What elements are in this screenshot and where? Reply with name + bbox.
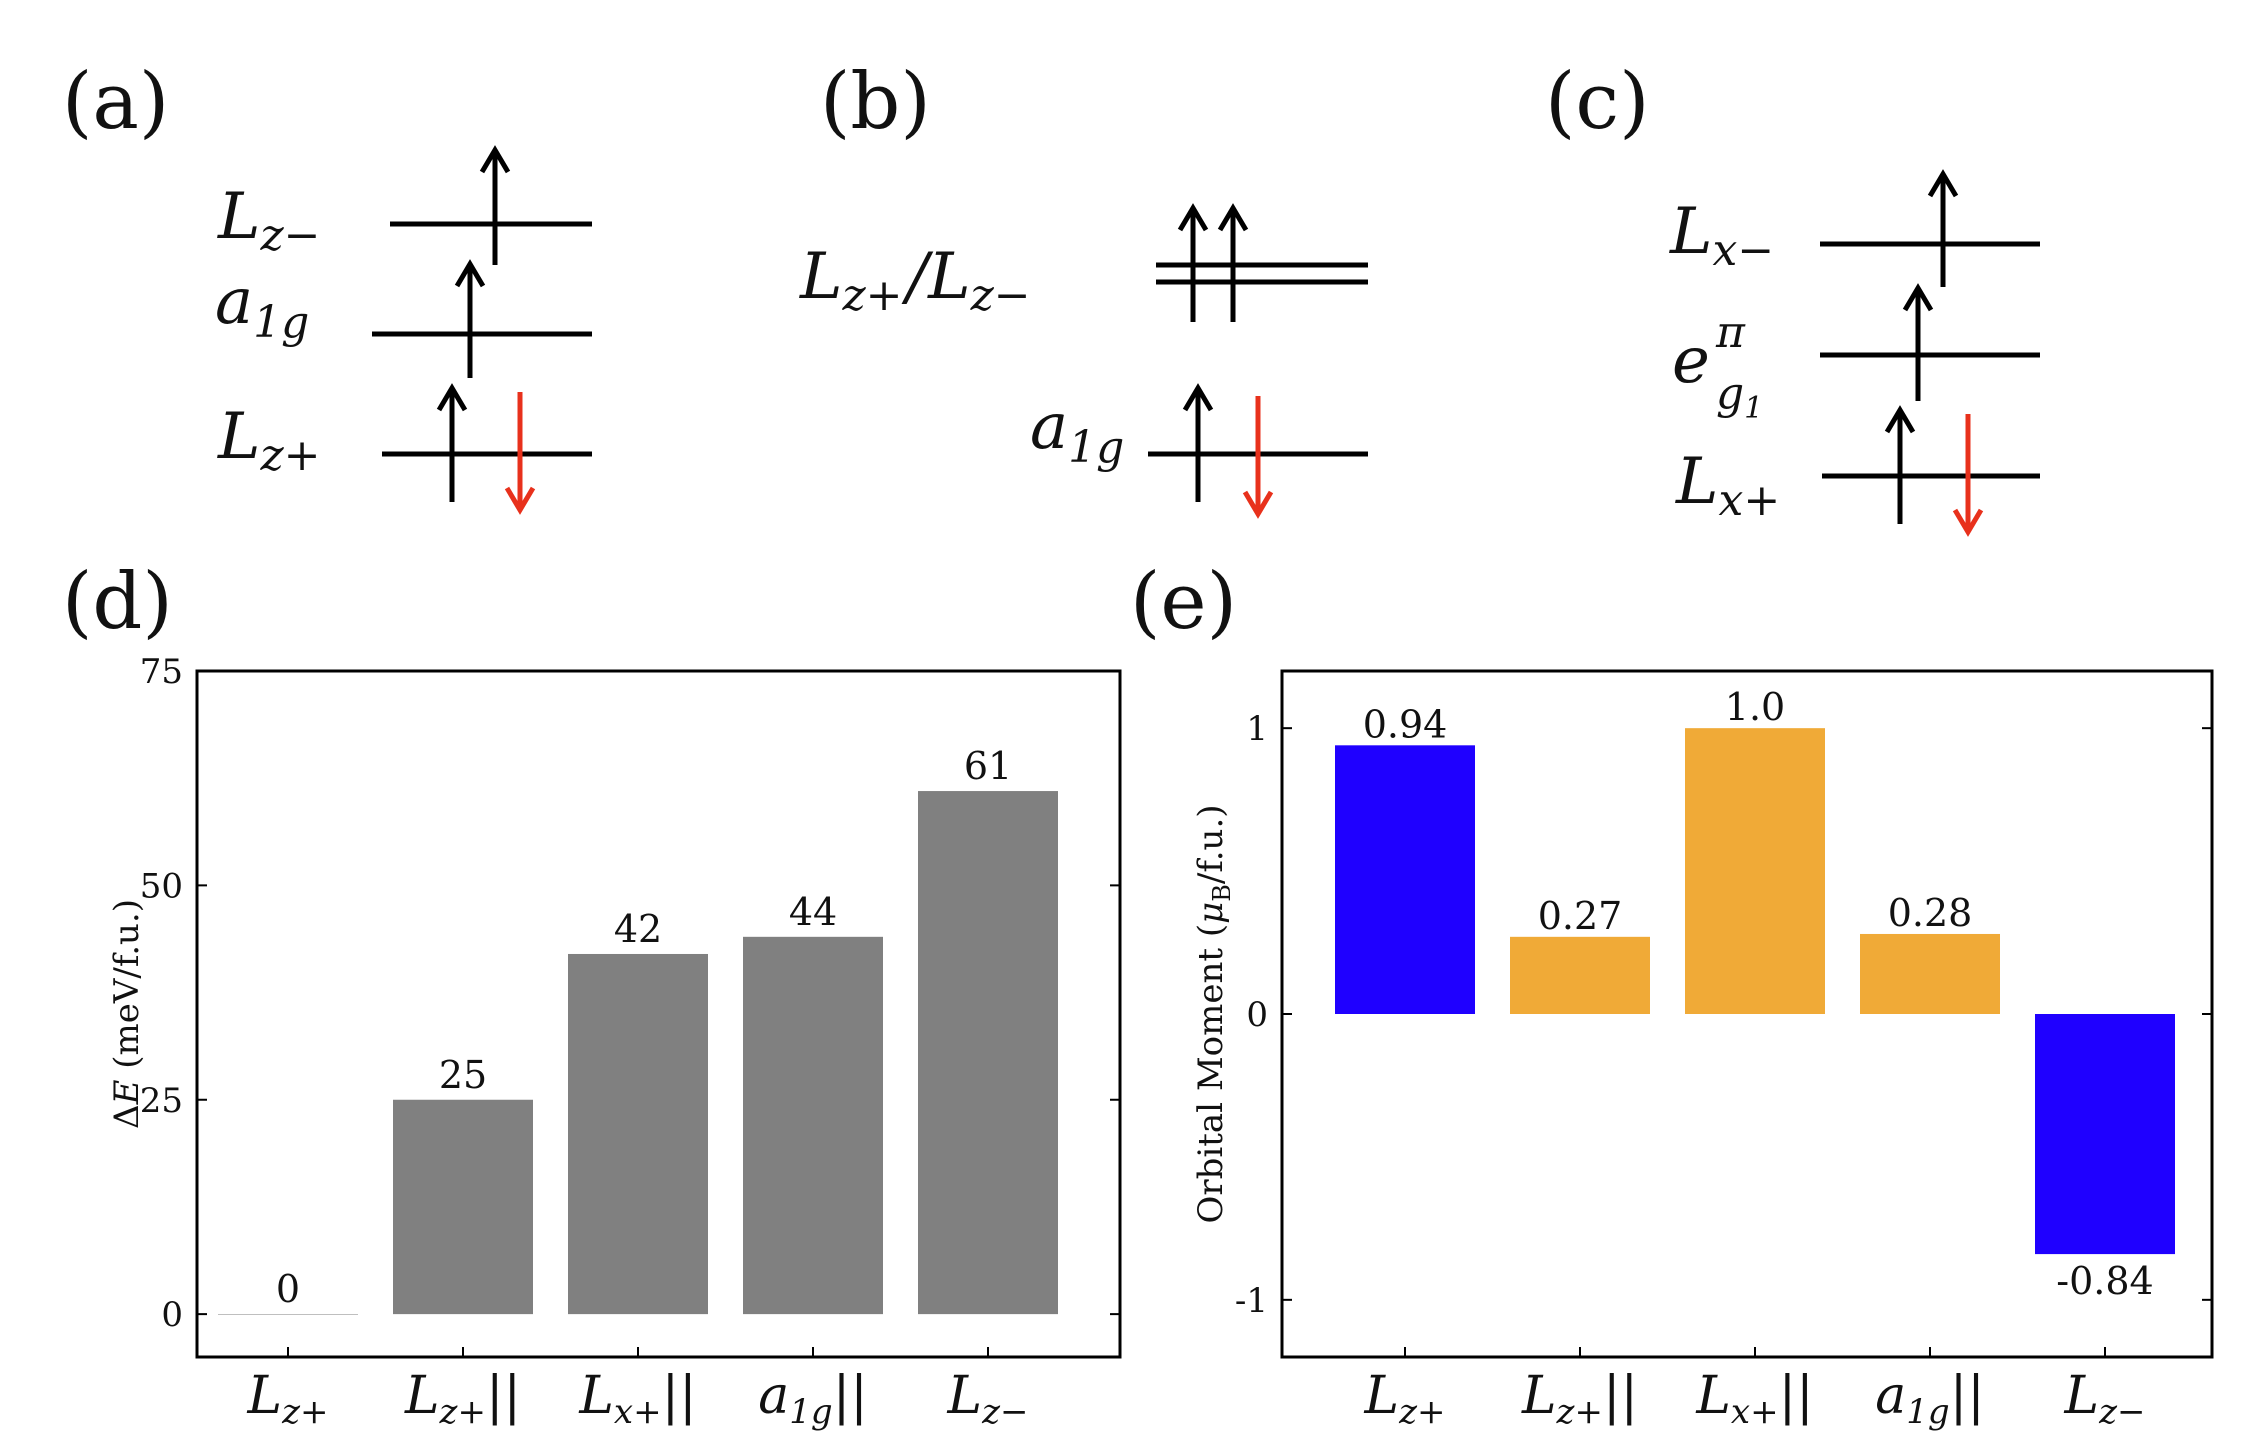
arrow-head-icon (1902, 283, 1934, 312)
y-axis: -1 0 1 (1235, 709, 2212, 1321)
x-axis: Lz+ Lz+|| Lx+|| a1g|| Lz− (1364, 1347, 2146, 1432)
bar (1860, 933, 2000, 1014)
bar-value-label: 44 (789, 890, 837, 934)
x-tick-label: a1g|| (758, 1366, 867, 1432)
x-tick-label: Lz− (2064, 1366, 2146, 1432)
bar-value-label: 0 (276, 1267, 300, 1311)
bar-value-label: 0.94 (1363, 702, 1448, 746)
y-tick-label: 50 (140, 866, 183, 906)
arrow-head-icon (1884, 405, 1916, 434)
x-axis: Lz+ Lz+|| Lx+|| a1g|| Lz− (247, 1347, 1029, 1432)
arrow-head-icon (454, 259, 486, 288)
level-label: a1g (1030, 390, 1124, 473)
arrow-head-icon (1217, 203, 1249, 232)
arrow-head-icon (1182, 383, 1214, 412)
level-diagram-c: Lx− e π g1 Lx+ (1669, 169, 2040, 537)
level-label: Lz+ (217, 400, 321, 481)
panel-label-e: (e) (1130, 557, 1237, 647)
y-tick-label: 25 (140, 1081, 183, 1121)
level-sub: g1 (1716, 368, 1763, 426)
arrow-head-icon (1952, 508, 1984, 537)
bar-value-labels: 0 25 42 44 61 (276, 744, 1012, 1311)
bar-value-label: 1.0 (1725, 685, 1785, 729)
bar-value-labels: 0.94 0.27 1.0 0.28 -0.84 (1363, 685, 2154, 1303)
y-tick-label: -1 (1235, 1281, 1268, 1321)
x-tick-label: Lz+ (247, 1366, 329, 1432)
y-tick-label: 0 (161, 1295, 183, 1335)
y-axis-label: Orbital Moment (μB/f.u.) (1191, 804, 1236, 1223)
bar-value-label: 42 (614, 907, 662, 951)
arrow-head-icon (1177, 203, 1209, 232)
arrow-head-icon (479, 145, 511, 174)
panel-label-a: (a) (62, 57, 169, 147)
bar (918, 791, 1058, 1315)
panel-label-d: (d) (62, 557, 173, 647)
x-tick-label: Lz− (947, 1366, 1029, 1432)
level-diagram-a: Lz− a1g Lz+ (215, 145, 592, 515)
x-tick-label: a1g|| (1875, 1366, 1984, 1432)
x-tick-label: Lx+|| (1695, 1366, 1813, 1432)
bar (218, 1314, 358, 1315)
panel-label-b: (b) (820, 57, 931, 147)
y-tick-label: 1 (1246, 709, 1268, 749)
bar (568, 953, 708, 1315)
bar (1510, 936, 1650, 1014)
x-tick-label: Lz+ (1364, 1366, 1446, 1432)
y-tick-label: 75 (140, 652, 183, 692)
y-axis: 0 25 50 75 (140, 652, 1120, 1335)
x-tick-label: Lx+|| (578, 1366, 696, 1432)
bar (2035, 1014, 2175, 1255)
level-label: e (1672, 324, 1710, 398)
arrow-head-icon (436, 383, 468, 412)
bar-value-label: -0.84 (2056, 1259, 2153, 1303)
y-axis-label: ΔE (meV/f.u.) (107, 899, 147, 1129)
y-tick-label: 0 (1246, 995, 1268, 1035)
level-label: Lz+/Lz− (799, 240, 1031, 321)
bars (1335, 728, 2175, 1255)
level-label: Lz− (217, 180, 321, 261)
bar-value-label: 61 (964, 744, 1012, 788)
x-tick-label: Lz+|| (404, 1366, 521, 1432)
panel-label-c: (c) (1545, 57, 1650, 147)
level-sup: π (1715, 307, 1746, 358)
bar (1685, 728, 1825, 1014)
bar-value-label: 0.28 (1888, 891, 1973, 935)
x-tick-label: Lz+|| (1521, 1366, 1638, 1432)
bar (393, 1099, 533, 1315)
bar (743, 936, 883, 1315)
bar-value-label: 0.27 (1538, 894, 1623, 938)
bars (218, 791, 1058, 1315)
bar-value-label: 25 (439, 1053, 487, 1097)
bar (1335, 745, 1475, 1014)
arrow-head-icon (504, 486, 536, 515)
level-label: Lx+ (1675, 445, 1780, 526)
plot-frame (195, 669, 1122, 1359)
level-diagram-b: Lz+/Lz− a1g (799, 203, 1368, 519)
arrow-head-icon (1927, 169, 1959, 198)
level-label: Lx− (1669, 195, 1774, 276)
arrow-head-icon (1242, 490, 1274, 519)
level-label: a1g (215, 265, 309, 348)
chart-e: -1 0 1 0.94 0.27 1.0 0.28 -0.84 Lz+ Lz+|| Lx+|| a… (1191, 669, 2214, 1432)
